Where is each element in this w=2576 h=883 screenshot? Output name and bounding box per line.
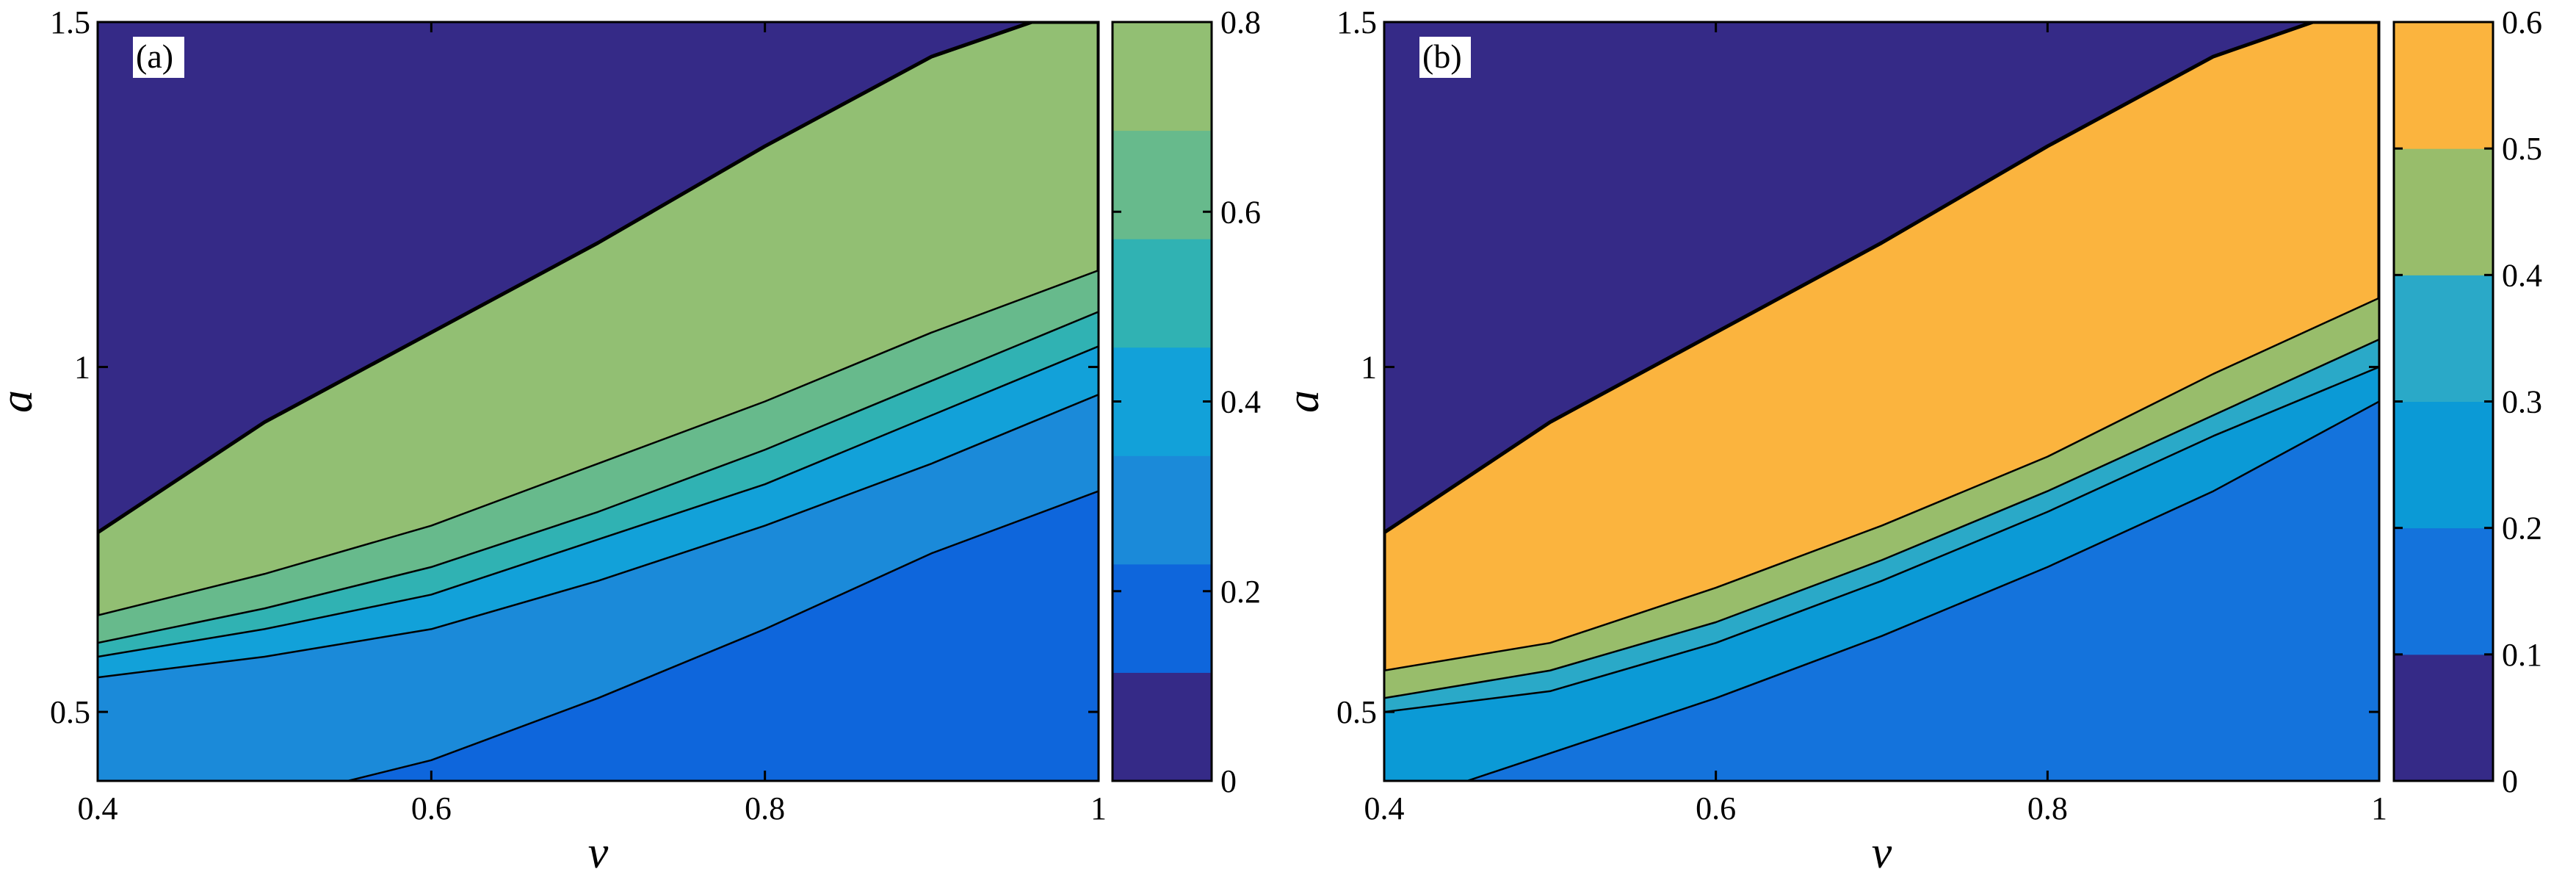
x-axis-label-b: v <box>1872 828 1892 878</box>
y-axis-label-b: a <box>1278 390 1328 413</box>
colorbar-segment <box>2394 148 2493 275</box>
colorbar-b: 0 0.1 0.2 0.3 0.4 0.5 0.6 <box>2392 4 2542 799</box>
colorbar-segment <box>1112 239 1212 348</box>
x-tick-label: 0.8 <box>745 790 785 826</box>
x-axis-label-a: v <box>588 828 609 878</box>
y-tick-label: 0.5 <box>1336 694 1377 730</box>
colorbar-segment <box>2394 401 2493 529</box>
x-tick-label: 0.4 <box>1364 790 1405 826</box>
panel-label-box-b <box>1419 37 1471 78</box>
panel-label-a: (a) <box>136 37 173 75</box>
colorbar-tick-label: 0.2 <box>2502 511 2542 547</box>
x-tick-label: 0.6 <box>1696 790 1736 826</box>
colorbar-segment <box>1112 130 1212 239</box>
colorbar-tick-label: 0 <box>2502 763 2518 799</box>
plot-frame-b <box>1383 21 2381 782</box>
colorbar-segment <box>1112 347 1212 456</box>
panel-a: 0.4 0.6 0.8 1 0.5 1 1.5 (a) v a 0 0.2 0.4 0.6 0.8 <box>0 4 1261 878</box>
y-axis-label-a: a <box>0 390 42 413</box>
y-tick-label: 1 <box>1361 350 1377 386</box>
colorbar-segment <box>1112 672 1212 782</box>
x-tick-label: 0.8 <box>2027 790 2068 826</box>
y-axis-b: 0.5 1 1.5 <box>1336 4 2379 730</box>
contour-band-5 <box>1384 400 2379 781</box>
panel-b: 0.4 0.6 0.8 1 0.5 1 1.5 (b) v a 0 0.1 0.2 0.3 0.4… <box>1278 4 2542 878</box>
y-tick-label: 1.5 <box>50 4 90 40</box>
y-tick-label: 0.5 <box>50 694 90 730</box>
panel-label-box-a <box>133 37 184 78</box>
y-axis-a: 0.5 1 1.5 <box>50 4 1099 730</box>
colorbar-tick-label: 0.3 <box>2502 384 2542 420</box>
x-tick-label: 1 <box>1090 790 1107 826</box>
x-axis-b: 0.4 0.6 0.8 1 <box>1364 22 2387 826</box>
colorbar-a: 0 0.2 0.4 0.6 0.8 <box>1111 4 1261 799</box>
contour-plot-b <box>1384 22 2379 781</box>
colorbar-segment <box>1112 455 1212 565</box>
colorbar-tick-label: 0.8 <box>1220 4 1261 40</box>
x-tick-label: 0.4 <box>78 790 118 826</box>
colorbar-segment <box>2394 527 2493 655</box>
colorbar-tick-label: 0.1 <box>2502 637 2542 673</box>
colorbar-segment <box>2394 22 2493 149</box>
colorbar-tick-label: 0.5 <box>2502 131 2542 167</box>
y-tick-label: 1.5 <box>1336 4 1377 40</box>
x-tick-label: 1 <box>2371 790 2387 826</box>
colorbar-tick-label: 0.2 <box>1220 574 1261 610</box>
colorbar-segment <box>1112 22 1212 131</box>
colorbar-tick-label: 0.6 <box>1220 194 1261 230</box>
x-axis-a: 0.4 0.6 0.8 1 <box>78 22 1107 826</box>
colorbar-tick-label: 0.4 <box>1220 384 1261 420</box>
x-tick-label: 0.6 <box>411 790 452 826</box>
colorbar-segment <box>2394 275 2493 402</box>
contour-band-6 <box>98 490 1099 781</box>
colorbar-segment <box>1112 563 1212 673</box>
colorbar-tick-label: 0.6 <box>2502 4 2542 40</box>
contour-plot-a <box>98 22 1099 781</box>
colorbar-tick-label: 0.4 <box>2502 257 2542 293</box>
y-tick-label: 1 <box>74 350 90 386</box>
colorbar-tick-label: 0 <box>1220 763 1237 799</box>
panel-label-b: (b) <box>1422 37 1462 75</box>
colorbar-segment <box>2394 654 2493 782</box>
plot-frame-a <box>96 21 1100 782</box>
